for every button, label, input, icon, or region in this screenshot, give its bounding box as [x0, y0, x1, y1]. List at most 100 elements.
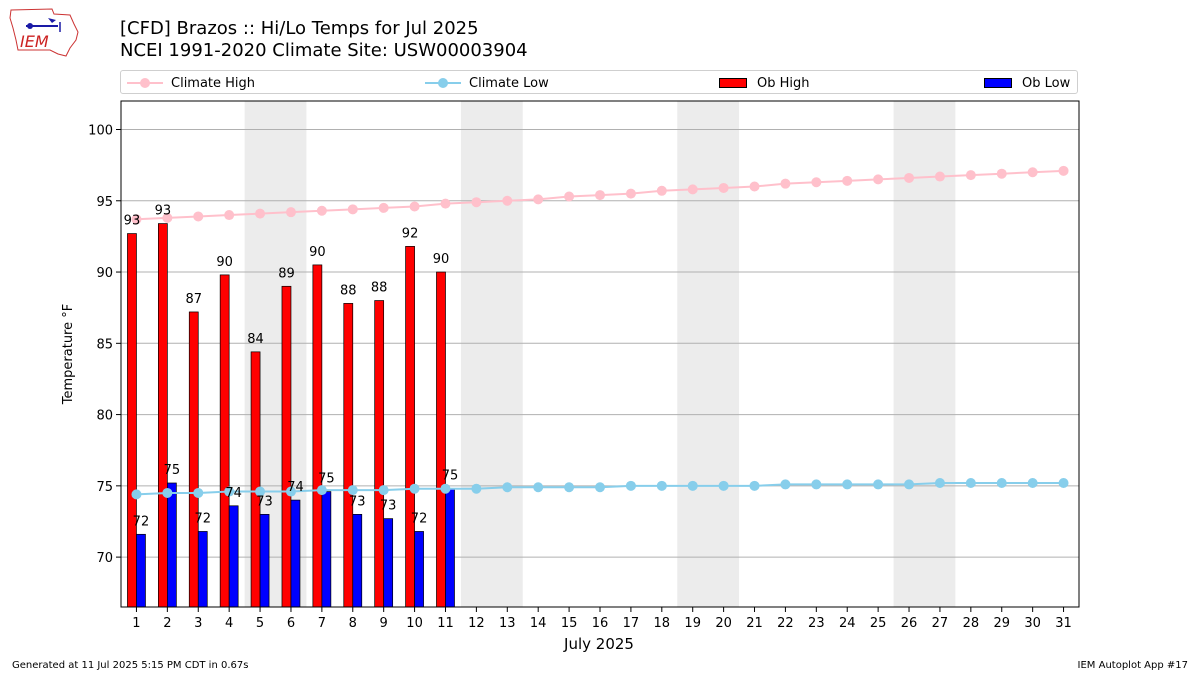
- ob-high-data-label: 89: [278, 266, 295, 281]
- x-tick-label: 17: [623, 616, 640, 631]
- climate-low-point: [965, 477, 976, 488]
- climate-high-point: [255, 208, 266, 219]
- ob-high-bar: [374, 300, 385, 608]
- x-tick-label: 19: [684, 616, 701, 631]
- climate-high-point: [718, 182, 729, 193]
- climate-low-point: [749, 480, 760, 491]
- x-tick-label: 22: [777, 616, 794, 631]
- climate-low-point: [255, 486, 266, 497]
- weekend-shade: [677, 101, 740, 607]
- ob-low-bar: [445, 488, 455, 608]
- climate-high-point: [934, 171, 945, 182]
- ob-high-bar: [188, 311, 199, 608]
- climate-low-point: [625, 480, 636, 491]
- climate-high-point: [409, 201, 420, 212]
- x-tick-label: 25: [870, 616, 887, 631]
- x-tick-label: 9: [380, 616, 388, 631]
- climate-high-point: [347, 204, 358, 215]
- climate-low-line-icon: [425, 76, 461, 90]
- x-tick-label: 21: [746, 616, 763, 631]
- ob-high-bar: [436, 271, 446, 608]
- legend-climate-high-label: Climate High: [171, 75, 256, 91]
- ob-low-bar: [197, 531, 208, 608]
- ob-low-data-label: 72: [411, 511, 428, 526]
- climate-low-point: [131, 489, 142, 500]
- chart-subtitle: NCEI 1991-2020 Climate Site: USW00003904: [120, 40, 528, 61]
- x-tick-label: 16: [592, 616, 609, 631]
- climate-low-point: [193, 487, 204, 498]
- climate-high-point: [811, 177, 822, 188]
- iem-logo: IEM: [9, 8, 79, 57]
- x-tick-label: 15: [561, 616, 578, 631]
- climate-low-point: [316, 485, 327, 496]
- climate-high-point: [687, 184, 698, 195]
- climate-low-point: [162, 487, 173, 498]
- weekend-shade: [460, 101, 523, 607]
- ob-low-bar: [136, 533, 146, 608]
- climate-low-point: [873, 479, 884, 490]
- ob-high-bar: [127, 233, 137, 608]
- climate-low-point: [904, 479, 915, 490]
- climate-low-point: [996, 477, 1007, 488]
- chart-title: [CFD] Brazos :: Hi/Lo Temps for Jul 2025: [120, 18, 479, 39]
- ob-low-data-label: 73: [256, 494, 273, 509]
- climate-high-point: [1058, 165, 1069, 176]
- x-tick-label: 14: [530, 616, 547, 631]
- plot-frame: [120, 100, 1080, 608]
- climate-low-point: [811, 479, 822, 490]
- climate-low-point: [842, 479, 853, 490]
- climate-high-point: [193, 211, 204, 222]
- ob-high-data-label: 87: [185, 292, 202, 307]
- ob-high-data-label: 84: [247, 332, 264, 347]
- x-tick-label: 26: [901, 616, 918, 631]
- climate-high-point: [842, 175, 853, 186]
- ob-high-data-label: 90: [309, 245, 326, 260]
- climate-high-point: [780, 178, 791, 189]
- climate-high-point: [656, 185, 667, 196]
- climate-low-point: [934, 477, 945, 488]
- climate-low-point: [687, 480, 698, 491]
- x-tick-label: 10: [406, 616, 423, 631]
- ob-low-data-label: 75: [442, 469, 459, 484]
- x-tick-label: 30: [1024, 616, 1041, 631]
- ob-low-bar: [290, 499, 301, 608]
- climate-low-point: [409, 483, 420, 494]
- x-tick-label: 23: [808, 616, 825, 631]
- ob-high-data-label: 93: [124, 214, 141, 229]
- climate-low-point: [378, 485, 389, 496]
- legend-climate-low: Climate Low: [425, 74, 549, 92]
- climate-high-point: [749, 181, 760, 192]
- x-tick-label: 8: [349, 616, 357, 631]
- climate-low-point: [347, 485, 358, 496]
- x-tick-label: 3: [194, 616, 202, 631]
- x-axis-label: July 2025: [563, 635, 634, 653]
- ob-high-data-label: 92: [402, 226, 419, 241]
- ob-high-bar: [343, 303, 354, 608]
- climate-high-point: [533, 194, 544, 205]
- ob-high-data-label: 90: [433, 252, 450, 267]
- climate-high-point: [996, 168, 1007, 179]
- climate-low-point: [533, 482, 544, 493]
- ob-low-data-label: 72: [194, 511, 211, 526]
- ob-low-swatch-icon: [984, 78, 1012, 88]
- climate-low-point: [471, 483, 482, 494]
- y-tick-label: 70: [96, 551, 113, 566]
- ob-low-bar: [259, 514, 270, 608]
- x-tick-label: 1: [132, 616, 140, 631]
- climate-high-point: [595, 190, 605, 201]
- legend-climate-high: Climate High: [127, 74, 255, 92]
- climate-high-point: [625, 188, 636, 199]
- legend-ob-low-label: Ob Low: [1022, 75, 1071, 91]
- ob-high-bar: [281, 285, 292, 608]
- y-tick-label: 95: [96, 195, 113, 210]
- ob-low-bar: [352, 514, 363, 608]
- y-tick-label: 75: [96, 480, 113, 495]
- climate-high-point: [1027, 167, 1038, 178]
- ob-low-bar: [228, 505, 239, 608]
- climate-low-point: [595, 482, 605, 493]
- x-tick-label: 5: [256, 616, 264, 631]
- legend-ob-low: Ob Low: [984, 74, 1070, 92]
- climate-high-point: [131, 214, 142, 225]
- climate-low-point: [656, 480, 667, 491]
- ob-high-data-label: 88: [340, 283, 357, 298]
